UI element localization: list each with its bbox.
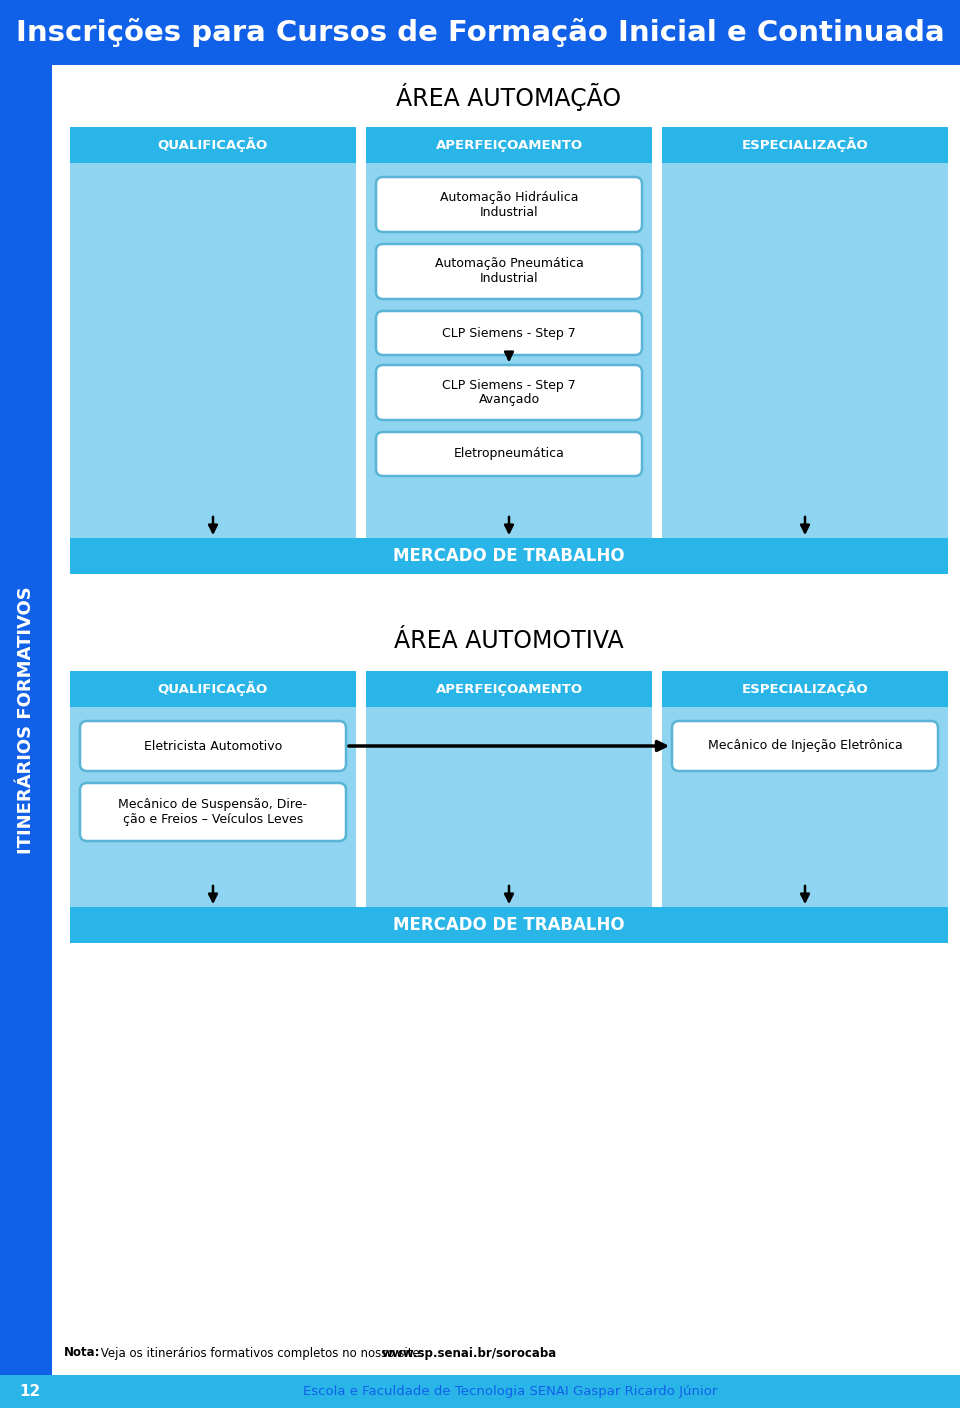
- Text: Veja os itinerários formativos completos no nosso site:: Veja os itinerários formativos completos…: [97, 1346, 427, 1360]
- Bar: [662, 672, 948, 707]
- Bar: [70, 707, 356, 907]
- Bar: [70, 127, 356, 163]
- Bar: [366, 707, 652, 907]
- Bar: [70, 538, 948, 574]
- Bar: [0, 1376, 60, 1408]
- Bar: [0, 65, 52, 1376]
- Text: Eletropneumática: Eletropneumática: [453, 448, 564, 460]
- Bar: [662, 127, 948, 163]
- Bar: [60, 1376, 960, 1408]
- Text: ÁREA AUTOMOTIVA: ÁREA AUTOMOTIVA: [395, 629, 624, 653]
- Text: CLP Siemens - Step 7
Avançado: CLP Siemens - Step 7 Avançado: [443, 379, 576, 407]
- Text: Nota:: Nota:: [64, 1346, 101, 1360]
- Bar: [662, 707, 948, 907]
- FancyBboxPatch shape: [376, 244, 642, 298]
- FancyBboxPatch shape: [672, 721, 938, 772]
- Text: QUALIFICAÇÃO: QUALIFICAÇÃO: [157, 138, 268, 152]
- Bar: [0, 0, 960, 65]
- Text: MERCADO DE TRABALHO: MERCADO DE TRABALHO: [394, 917, 625, 934]
- Text: APERFEIÇOAMENTO: APERFEIÇOAMENTO: [436, 138, 583, 152]
- FancyBboxPatch shape: [80, 721, 346, 772]
- Text: ITINERÁRIOS FORMATIVOS: ITINERÁRIOS FORMATIVOS: [17, 586, 35, 853]
- Text: www.sp.senai.br/sorocaba: www.sp.senai.br/sorocaba: [382, 1346, 557, 1360]
- Text: 12: 12: [19, 1384, 40, 1400]
- Text: Automação Pneumática
Industrial: Automação Pneumática Industrial: [435, 258, 584, 286]
- Text: ESPECIALIZAÇÃO: ESPECIALIZAÇÃO: [742, 681, 869, 697]
- Text: CLP Siemens - Step 7: CLP Siemens - Step 7: [443, 327, 576, 339]
- Text: Mecânico de Injeção Eletrônica: Mecânico de Injeção Eletrônica: [708, 739, 902, 752]
- Text: Escola e Faculdade de Tecnologia SENAI Gaspar Ricardo Júnior: Escola e Faculdade de Tecnologia SENAI G…: [302, 1385, 717, 1398]
- FancyBboxPatch shape: [376, 177, 642, 232]
- Bar: [366, 672, 652, 707]
- FancyBboxPatch shape: [376, 365, 642, 420]
- Bar: [662, 163, 948, 538]
- Bar: [366, 127, 652, 163]
- FancyBboxPatch shape: [376, 432, 642, 476]
- FancyBboxPatch shape: [376, 311, 642, 355]
- Text: Eletricista Automotivo: Eletricista Automotivo: [144, 739, 282, 752]
- Bar: [70, 907, 948, 943]
- Text: Mecânico de Suspensão, Dire-
ção e Freios – Veículos Leves: Mecânico de Suspensão, Dire- ção e Freio…: [118, 798, 307, 826]
- Text: MERCADO DE TRABALHO: MERCADO DE TRABALHO: [394, 546, 625, 565]
- Text: QUALIFICAÇÃO: QUALIFICAÇÃO: [157, 681, 268, 697]
- Text: Inscrições para Cursos de Formação Inicial e Continuada: Inscrições para Cursos de Formação Inici…: [15, 18, 945, 46]
- Bar: [70, 163, 356, 538]
- Bar: [366, 163, 652, 538]
- Text: ÁREA AUTOMAÇÃO: ÁREA AUTOMAÇÃO: [396, 83, 621, 111]
- Bar: [70, 672, 356, 707]
- FancyBboxPatch shape: [80, 783, 346, 841]
- Text: ESPECIALIZAÇÃO: ESPECIALIZAÇÃO: [742, 138, 869, 152]
- Text: Automação Hidráulica
Industrial: Automação Hidráulica Industrial: [440, 190, 578, 218]
- Text: APERFEIÇOAMENTO: APERFEIÇOAMENTO: [436, 683, 583, 696]
